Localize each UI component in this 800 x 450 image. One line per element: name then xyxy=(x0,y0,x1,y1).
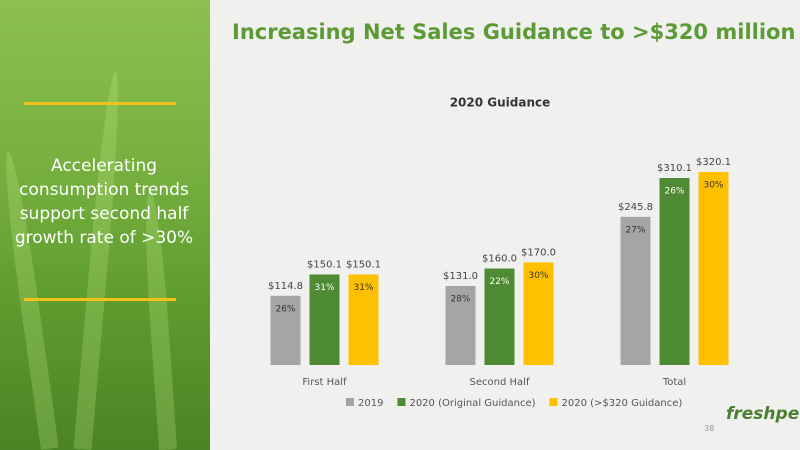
bar xyxy=(659,178,690,365)
bar xyxy=(309,274,340,365)
value-label: $245.8 xyxy=(618,202,653,213)
growth-label: 31% xyxy=(353,283,373,293)
growth-label: 22% xyxy=(489,277,509,287)
sidebar: Accelerating consumption trends support … xyxy=(0,0,210,450)
chart-title: 2020 Guidance xyxy=(450,96,551,110)
bar xyxy=(445,286,476,365)
value-label: $160.0 xyxy=(482,254,517,265)
growth-label: 31% xyxy=(314,283,334,293)
legend-swatch xyxy=(346,398,354,406)
sidebar-text: Accelerating consumption trends support … xyxy=(14,156,194,248)
page-number: 38 xyxy=(704,424,715,433)
legend-label: 2020 (Original Guidance) xyxy=(409,398,535,409)
value-label: $114.8 xyxy=(268,281,303,292)
bar xyxy=(270,295,301,365)
value-label: $310.1 xyxy=(657,163,692,174)
value-label: $150.1 xyxy=(307,259,342,270)
growth-label: 26% xyxy=(664,187,684,197)
legend-swatch xyxy=(549,398,558,406)
slide-title: Increasing Net Sales Guidance to >$320 m… xyxy=(232,20,796,44)
divider xyxy=(24,298,176,301)
legend-swatch xyxy=(397,398,406,406)
growth-label: 26% xyxy=(275,304,295,314)
bar xyxy=(348,274,379,365)
bar xyxy=(484,268,515,365)
growth-label: 30% xyxy=(528,271,548,281)
value-label: $131.0 xyxy=(443,271,478,282)
logo: freshpet xyxy=(726,404,800,424)
x-tick-label: Total xyxy=(662,377,686,388)
value-label: $170.0 xyxy=(521,248,556,259)
value-label: $320.1 xyxy=(696,157,731,168)
legend-label: 2020 (>$320 Guidance) xyxy=(562,398,683,409)
value-label: $150.1 xyxy=(346,259,381,270)
x-tick-label: First Half xyxy=(302,377,347,388)
bar xyxy=(523,262,554,365)
x-tick-label: Second Half xyxy=(470,377,530,388)
divider xyxy=(24,102,176,105)
growth-label: 28% xyxy=(450,295,470,305)
bar xyxy=(620,216,651,365)
growth-label: 27% xyxy=(625,225,645,235)
growth-label: 30% xyxy=(703,181,723,191)
bar xyxy=(698,172,729,365)
legend-label: 2019 xyxy=(358,398,383,409)
